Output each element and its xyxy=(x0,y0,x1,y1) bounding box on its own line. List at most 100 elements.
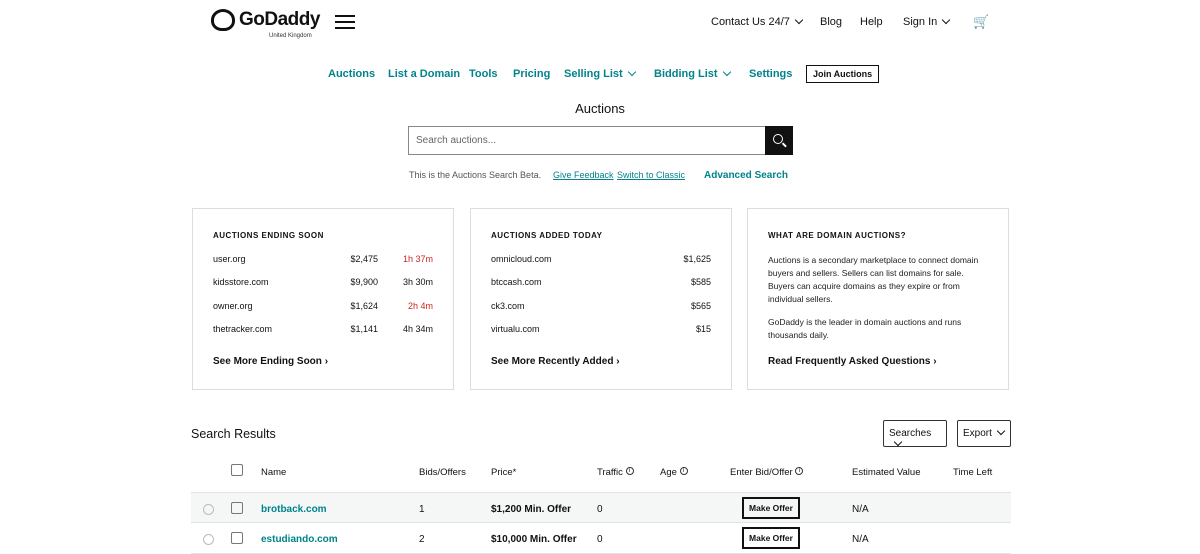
about-text: Auctions is a secondary marketplace to c… xyxy=(768,255,979,304)
switch-classic-link[interactable]: Switch to Classic xyxy=(617,170,686,180)
bidding-list-label: Bidding List xyxy=(654,68,718,80)
contact-menu[interactable]: Contact Us 24/7 xyxy=(711,15,804,28)
time-left: 2h 4m xyxy=(407,300,433,311)
nav-settings[interactable]: Settings xyxy=(749,68,793,80)
price: $15 xyxy=(695,323,711,334)
blog-link[interactable]: Blog xyxy=(820,16,843,28)
estimated-value: N/A xyxy=(852,504,869,515)
link-label: Read Frequently Asked Questions xyxy=(768,356,931,367)
col-name[interactable]: Name xyxy=(261,467,287,478)
ending-soon-row[interactable]: kidsstore.com $9,900 3h 30m xyxy=(213,277,433,300)
bids-count: 2 xyxy=(419,534,425,545)
chevron-right-icon: › xyxy=(933,356,937,367)
watch-hidden-icon[interactable] xyxy=(203,504,214,515)
make-offer-button[interactable]: Make Offer xyxy=(742,497,800,519)
page-title: Auctions xyxy=(575,101,625,116)
hamburger-menu-icon[interactable] xyxy=(335,15,355,33)
nav-selling-list[interactable]: Selling List xyxy=(564,67,636,80)
domain-name[interactable]: virtualu.com xyxy=(491,323,540,334)
domain-name[interactable]: owner.org xyxy=(213,300,253,311)
info-icon[interactable]: i xyxy=(795,467,804,475)
sign-in-menu[interactable]: Sign In xyxy=(903,15,951,28)
watch-hidden-icon[interactable] xyxy=(203,534,214,545)
col-time-left[interactable]: Time Left xyxy=(953,467,993,478)
col-traffic[interactable]: Traffic i xyxy=(597,467,634,478)
help-link[interactable]: Help xyxy=(860,16,883,28)
col-price[interactable]: Price* xyxy=(491,467,517,478)
domain-name[interactable]: kidsstore.com xyxy=(213,277,269,288)
col-label: Age xyxy=(660,467,677,478)
ending-soon-row[interactable]: user.org $2,475 1h 37m xyxy=(213,254,433,277)
domain-link[interactable]: estudiando.com xyxy=(261,534,338,545)
domain-link[interactable]: brotback.com xyxy=(261,504,327,515)
added-today-row[interactable]: ck3.com $565 xyxy=(491,301,711,324)
nav-list-domain[interactable]: List a Domain xyxy=(388,68,461,80)
dropdown-label: Searches xyxy=(889,428,932,439)
sign-in-label: Sign In xyxy=(903,16,938,28)
search-input[interactable]: Search auctions... xyxy=(408,126,766,155)
ending-soon-row[interactable]: owner.org $1,624 2h 4m xyxy=(213,301,433,324)
col-age[interactable]: Age i xyxy=(660,467,688,478)
domain-name[interactable]: ck3.com xyxy=(491,300,525,311)
see-more-ending-soon-link[interactable]: See More Ending Soon › xyxy=(213,356,328,367)
nav-bidding-list[interactable]: Bidding List xyxy=(654,67,731,80)
search-button[interactable] xyxy=(765,126,793,155)
give-feedback-link[interactable]: Give Feedback xyxy=(553,170,614,180)
added-today-row[interactable]: virtualu.com $15 xyxy=(491,324,711,347)
chevron-down-icon xyxy=(794,15,804,25)
searches-dropdown[interactable]: Searches xyxy=(883,420,947,447)
domain-name[interactable]: thetracker.com xyxy=(213,323,273,334)
faq-link[interactable]: Read Frequently Asked Questions › xyxy=(768,356,937,367)
chevron-down-icon xyxy=(722,67,731,77)
bids-count: 1 xyxy=(419,504,425,515)
col-bids[interactable]: Bids/Offers xyxy=(419,467,466,478)
godaddy-logo-icon xyxy=(211,9,235,31)
price: $2,475 xyxy=(350,254,378,264)
chevron-down-icon xyxy=(942,15,951,25)
row-checkbox[interactable] xyxy=(231,532,243,544)
domain-name[interactable]: btccash.com xyxy=(491,277,542,288)
cart-icon[interactable]: 🛒 xyxy=(973,14,990,29)
price: $565 xyxy=(690,300,711,311)
info-icon[interactable]: i xyxy=(625,467,634,475)
time-left: 3h 30m xyxy=(402,277,433,288)
price: $10,000 Min. Offer xyxy=(491,534,577,545)
ending-soon-card: AUCTIONS ENDING SOON user.org $2,475 1h 37… xyxy=(192,208,454,390)
price: $9,900 xyxy=(350,277,378,288)
godaddy-logo[interactable]: GoDaddy xyxy=(211,9,320,31)
make-offer-button[interactable]: Make Offer xyxy=(742,527,800,549)
search-results-title: Search Results xyxy=(191,427,276,441)
see-more-recently-added-link[interactable]: See More Recently Added › xyxy=(491,356,620,367)
chevron-right-icon: › xyxy=(616,356,620,367)
col-enter-bid: Enter Bid/Offer i xyxy=(730,467,804,478)
traffic: 0 xyxy=(597,534,603,545)
col-label: Traffic xyxy=(597,467,623,478)
link-label: See More Ending Soon xyxy=(213,356,322,367)
nav-tools[interactable]: Tools xyxy=(469,68,498,80)
price: $1,141 xyxy=(350,323,378,334)
ending-soon-row[interactable]: thetracker.com $1,141 4h 34m xyxy=(213,324,433,347)
table-row: estudiando.com 2 $10,000 Min. Offer 0 Ma… xyxy=(191,523,1011,554)
time-left: 4h 34m xyxy=(402,323,433,334)
added-today-row[interactable]: btccash.com $585 xyxy=(491,277,711,300)
added-today-row[interactable]: omnicloud.com $1,625 xyxy=(491,254,711,277)
join-auctions-button[interactable]: Join Auctions xyxy=(806,65,880,83)
card-title: AUCTIONS ENDING SOON xyxy=(213,231,324,240)
export-dropdown[interactable]: Export xyxy=(957,420,1011,447)
link-label: See More Recently Added xyxy=(491,356,614,367)
card-title: AUCTIONS ADDED TODAY xyxy=(491,231,603,240)
nav-pricing[interactable]: Pricing xyxy=(513,68,551,80)
col-estimated-value[interactable]: Estimated Value xyxy=(852,467,921,478)
domain-name[interactable]: user.org xyxy=(213,254,246,264)
advanced-search-link[interactable]: Advanced Search xyxy=(704,170,788,181)
beta-note: This is the Auctions Search Beta. xyxy=(409,170,542,180)
about-auctions-card: WHAT ARE DOMAIN AUCTIONS? Auctions is a … xyxy=(747,208,1009,390)
added-today-card: AUCTIONS ADDED TODAY omnicloud.com $1,625… xyxy=(470,208,732,390)
info-icon[interactable]: i xyxy=(679,467,688,475)
nav-auctions[interactable]: Auctions xyxy=(328,68,376,80)
select-all-checkbox[interactable] xyxy=(231,464,243,476)
row-checkbox[interactable] xyxy=(231,502,243,514)
domain-name[interactable]: omnicloud.com xyxy=(491,254,552,264)
chevron-down-icon xyxy=(996,426,1006,436)
contact-label: Contact Us 24/7 xyxy=(711,16,790,28)
